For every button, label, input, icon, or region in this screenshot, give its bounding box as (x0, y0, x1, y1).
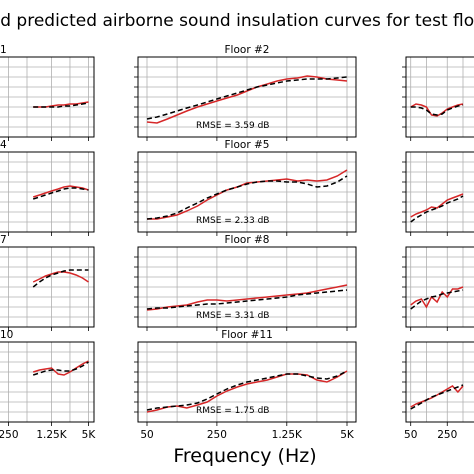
predicted-series-line (410, 384, 464, 410)
x-tick-label: 250 (207, 429, 227, 441)
measured-series-line (32, 185, 89, 198)
panel-row1-center: Floor #2 RMSE = 3.59 dB (134, 44, 357, 141)
predicted-series-line (146, 175, 348, 220)
panel-title: 4 (0, 139, 7, 151)
panel-row2-center: Floor #5 RMSE = 2.33 dB (134, 139, 357, 236)
panel-title: Floor #11 (221, 329, 273, 341)
predicted-series-line (410, 195, 464, 223)
predicted-series-line (33, 102, 89, 108)
panel-frame (405, 151, 474, 233)
x-tick-label: 250 (0, 429, 19, 441)
figure-title: nd predicted airborne sound insulation c… (0, 11, 474, 31)
panel-title: 7 (0, 234, 7, 246)
predicted-series-line (146, 76, 348, 120)
panel-row3-right (402, 246, 474, 331)
rmse-label: RMSE = 3.31 dB (196, 311, 269, 321)
panel-title: Floor #8 (225, 234, 270, 246)
x-tick-label: 1.25K (272, 429, 303, 441)
panel-row3-center: Floor #8 RMSE = 3.31 dB (134, 234, 357, 331)
panel-title: Floor #2 (225, 44, 270, 56)
panel-row3-left: 7 (0, 234, 95, 331)
panel-frame (137, 151, 357, 233)
panel-frame (137, 56, 357, 138)
x-axis-label: Frequency (Hz) (173, 445, 316, 467)
rmse-label: RMSE = 1.75 dB (196, 406, 269, 416)
predicted-series-line (32, 187, 89, 200)
measured-series-line (147, 169, 348, 220)
panel-frame (405, 56, 474, 138)
panel-row1-left: 1 (0, 44, 95, 141)
x-tick-label: 5K (82, 429, 97, 441)
predicted-series-line (146, 370, 348, 411)
measured-series-line (32, 360, 89, 376)
predicted-series-line (410, 104, 464, 116)
panel-title: Floor #5 (225, 139, 270, 151)
panel-frame (137, 246, 357, 328)
panel-row2-left: 4 (0, 139, 95, 236)
panel-grid: 1 Floor #2 RMSE = 3.59 dB 4 Floor #5 RMSE = 2… (0, 44, 474, 441)
x-tick-label: 50 (140, 429, 153, 441)
panel-frame (0, 56, 95, 138)
panel-row1-right (402, 56, 474, 141)
measured-series-line (146, 284, 348, 311)
panel-row4-center: Floor #11 RMSE = 1.75 dB 50 250 1.25K 5K (134, 329, 357, 441)
panel-frame (0, 246, 95, 328)
measured-series-line (146, 370, 348, 413)
predicted-series-line (146, 289, 348, 310)
predicted-series-line (410, 289, 464, 310)
panel-frame (405, 341, 474, 423)
panel-title: 1 (0, 44, 7, 56)
panel-row2-right (402, 151, 474, 236)
panel-row4-left: 10 250 1.25K 5K (0, 329, 96, 441)
predicted-series-line (32, 361, 89, 376)
predicted-series-line (32, 269, 89, 288)
panel-row4-right: 50 250 (402, 341, 474, 441)
panel-frame (137, 341, 357, 423)
rmse-label: RMSE = 2.33 dB (196, 216, 269, 226)
panel-title: 10 (0, 329, 13, 341)
x-tick-label: 250 (437, 429, 457, 441)
measured-series-line (410, 286, 464, 309)
measured-series-line (410, 193, 464, 218)
measured-series-line (146, 75, 348, 124)
x-tick-label: 5K (340, 429, 355, 441)
panel-frame (405, 246, 474, 328)
x-tick-label: 50 (404, 429, 417, 441)
rmse-label: RMSE = 3.59 dB (196, 121, 269, 131)
x-tick-label: 1.25K (36, 429, 67, 441)
panel-frame (0, 341, 95, 423)
panel-frame (0, 151, 95, 233)
measured-series-line (410, 103, 464, 117)
measured-series-line (32, 271, 89, 283)
